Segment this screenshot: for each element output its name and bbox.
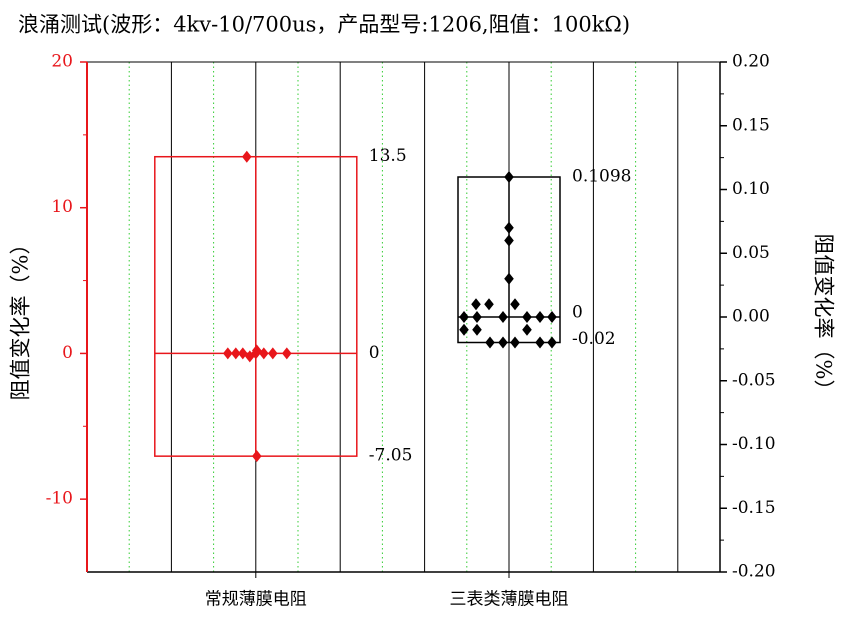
data-point: [472, 323, 482, 336]
y2-tick-label: -0.15: [732, 498, 776, 518]
y2-axis-label: 阻值变化率（%）: [812, 234, 836, 401]
box-label: 0.1098: [572, 167, 631, 187]
data-point: [547, 311, 557, 323]
data-point: [504, 171, 514, 184]
data-point: [459, 311, 469, 323]
data-point: [252, 344, 262, 357]
y2-tick-label: 0.20: [732, 52, 770, 72]
data-point: [471, 298, 481, 311]
box-label: 13.5: [369, 146, 407, 166]
data-point: [459, 323, 469, 336]
box-label: 0: [369, 343, 380, 363]
data-point: [231, 347, 241, 360]
y-tick-label: -10: [46, 489, 73, 509]
data-point: [498, 311, 508, 323]
x-tick-label: 三表类薄膜电阻: [450, 590, 569, 610]
y2-tick-label: -0.05: [732, 370, 776, 390]
data-point: [282, 347, 292, 360]
y2-tick-label: 0.10: [732, 179, 770, 199]
y-tick-label: 10: [51, 197, 73, 217]
data-point: [522, 323, 532, 336]
y2-tick-label: -0.10: [732, 434, 776, 454]
data-point: [498, 336, 508, 349]
data-point: [252, 450, 262, 463]
data-point: [238, 347, 248, 360]
data-point: [535, 311, 545, 323]
y2-tick-label: 0.00: [732, 307, 770, 327]
x-tick-label: 常规薄膜电阻: [205, 590, 307, 610]
data-point: [504, 221, 514, 234]
data-point: [259, 347, 269, 360]
data-point: [535, 336, 545, 349]
data-point: [268, 347, 278, 360]
data-point: [510, 298, 520, 311]
data-point: [242, 150, 252, 163]
data-point: [547, 336, 557, 349]
y-axis-label: 阻值变化率（%）: [9, 234, 33, 401]
data-point: [510, 336, 520, 349]
y-tick-label: 0: [62, 343, 73, 363]
data-point: [504, 272, 514, 285]
data-point: [504, 234, 514, 247]
box-label: -0.02: [572, 329, 616, 349]
box-label: -7.05: [369, 446, 413, 466]
data-point: [223, 347, 233, 360]
y-tick-label: 20: [51, 52, 73, 72]
y2-tick-label: 0.05: [732, 243, 770, 263]
data-point: [472, 311, 482, 323]
data-point: [484, 298, 494, 311]
y2-tick-label: -0.20: [732, 562, 776, 582]
box-label: 0: [572, 303, 583, 323]
chart-title: 浪涌测试(波形：4kv-10/700us，产品型号:1206,阻值：100kΩ): [18, 13, 630, 37]
data-point: [522, 311, 532, 323]
data-point: [485, 336, 495, 349]
y2-tick-label: 0.15: [732, 115, 770, 135]
data-point: [245, 350, 255, 363]
